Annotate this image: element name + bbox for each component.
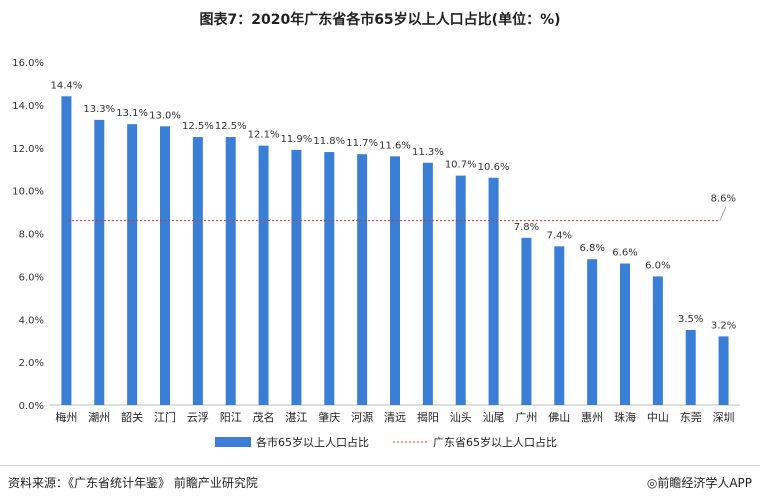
bar (61, 96, 72, 406)
bar (192, 137, 203, 405)
y-tick-label: 14.0% (12, 101, 44, 112)
x-tick-label: 佛山 (548, 411, 570, 424)
reference-label-leader (719, 206, 727, 221)
x-tick-label: 惠州 (581, 410, 603, 424)
bar-value-label: 12.5% (182, 121, 214, 132)
y-axis: 0.0% 2.0% 4.0% 6.0% 8.0% 10.0% 12.0% 14.0% 16.0% (12, 58, 44, 412)
y-tick-label: 16.0% (12, 58, 44, 69)
bar-value-label: 13.1% (116, 108, 148, 119)
x-tick-label: 潮州 (88, 410, 110, 424)
bar-chart: 0.0% 2.0% 4.0% 6.0% 8.0% 10.0% 12.0% 14.0% 16.0%… (12, 58, 740, 449)
bar-value-label: 6.0% (645, 260, 670, 271)
bar (718, 336, 729, 405)
bar (160, 126, 170, 405)
bar (127, 124, 138, 405)
x-tick-label: 韶关 (121, 410, 143, 424)
x-tick-label: 揭阳 (417, 410, 439, 424)
legend-swatch-bars (215, 437, 251, 447)
x-tick-label: 肇庆 (318, 410, 340, 424)
bar (390, 156, 400, 405)
x-tick-label: 清远 (384, 411, 406, 424)
reference-line: 8.6% (68, 194, 736, 222)
bar (225, 137, 236, 405)
y-tick-label: 4.0% (19, 315, 44, 326)
legend-label-reference: 广东省65岁以上人口占比 (433, 435, 557, 449)
bar (652, 276, 663, 405)
y-tick-label: 8.0% (19, 230, 44, 241)
legend: 各市65岁以上人口占比 广东省65岁以上人口占比 (215, 435, 557, 449)
y-tick-label: 10.0% (12, 187, 44, 198)
bar (94, 119, 105, 405)
y-tick-label: 2.0% (19, 358, 44, 369)
bar-value-label: 6.6% (612, 248, 637, 259)
bar (455, 175, 466, 405)
bar-value-label: 7.4% (547, 230, 572, 241)
y-tick-label: 12.0% (12, 144, 44, 155)
x-tick-label: 梅州 (55, 410, 77, 424)
bar-value-label: 3.5% (678, 314, 703, 325)
x-tick-label: 东莞 (680, 411, 702, 424)
bar (620, 263, 630, 405)
x-tick-label: 中山 (647, 411, 669, 424)
bar-value-label: 13.0% (149, 110, 181, 121)
x-tick-label: 阳江 (220, 411, 242, 424)
bar (357, 154, 368, 405)
brand-logo: ◎前瞻经济学人APP (646, 476, 752, 490)
chart-title: 图表7：2020年广东省各市65岁以上人口占比(单位：%) (199, 12, 561, 28)
x-tick-label: 汕头 (450, 411, 472, 424)
bar-value-label: 11.6% (379, 140, 411, 151)
bar-value-label: 11.7% (346, 138, 378, 149)
reference-value-label: 8.6% (711, 194, 736, 205)
legend-label-bars: 各市65岁以上人口占比 (256, 435, 369, 449)
bar (587, 259, 598, 405)
bar (291, 149, 302, 405)
bar (258, 145, 269, 405)
bar (422, 162, 433, 405)
bar-value-label: 6.8% (579, 243, 604, 254)
x-tick-label: 汕尾 (483, 411, 505, 424)
y-tick-label: 6.0% (19, 272, 44, 283)
bar-value-label: 11.9% (281, 134, 313, 145)
x-tick-label: 珠海 (614, 410, 636, 424)
footer-divider (0, 465, 760, 466)
bar-value-label: 11.3% (412, 147, 444, 158)
bar-value-label: 10.7% (445, 160, 477, 171)
bar (521, 237, 532, 405)
bar-value-label: 12.1% (248, 130, 280, 141)
x-tick-label: 江门 (154, 410, 176, 424)
bar-value-label: 7.8% (514, 222, 539, 233)
x-tick-label: 广州 (515, 411, 537, 424)
x-axis: 梅州 潮州 韶关 江门 云浮 阳江 茂名 湛江 肇庆 河源 清远 揭阳 汕头 汕尾 广州 佛山 惠州 珠海 中山 东莞… (50, 404, 740, 424)
bar-value-label: 13.3% (83, 104, 115, 115)
source-note: 资料来源：《广东省统计年鉴》 前瞻产业研究院 (8, 476, 258, 490)
x-tick-label: 茂名 (253, 410, 275, 424)
bar (554, 246, 565, 405)
bar (685, 329, 696, 405)
x-tick-label: 湛江 (285, 411, 307, 424)
bar (324, 152, 335, 405)
bar-value-label: 12.5% (215, 121, 247, 132)
y-tick-label: 0.0% (19, 401, 44, 412)
bar-value-label: 3.2% (711, 320, 736, 331)
x-tick-label: 云浮 (187, 411, 209, 424)
bar (488, 177, 499, 405)
bar-value-label: 10.6% (478, 162, 510, 173)
bars: 14.4%13.3% 13.1% 13.0%12.5% 12.5%12.1% 11.9%… (51, 80, 736, 406)
x-tick-label: 河源 (351, 410, 373, 424)
x-tick-label: 深圳 (713, 411, 735, 424)
bar-value-label: 11.8% (313, 136, 345, 147)
bar-value-label: 14.4% (51, 80, 83, 91)
